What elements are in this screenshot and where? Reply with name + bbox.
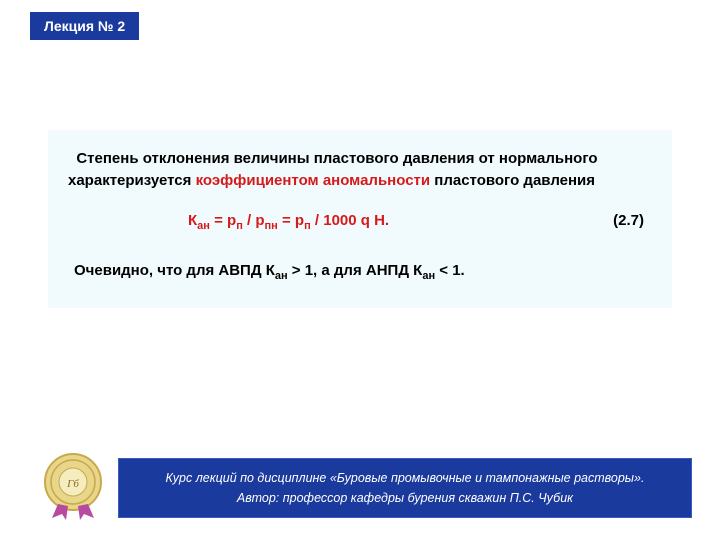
footer-line-2: Автор: профессор кафедры бурения скважин… — [237, 488, 573, 508]
lecture-badge: Лекция № 2 — [30, 12, 139, 40]
formula: Кан = рп / рпн = рп / 1000 q H. — [188, 212, 389, 232]
equation-number: (2.7) — [613, 212, 644, 229]
svg-text:Гб: Гб — [66, 478, 79, 490]
footer: Гб Курс лекций по дисциплине «Буровые пр… — [28, 458, 692, 518]
para1-post: пластового давления — [430, 172, 595, 189]
para1-highlight: коэффициентом аномальности — [196, 172, 431, 189]
paragraph-conclusion: Очевидно, что для АВПД Кан > 1, а для АН… — [68, 260, 652, 285]
footer-bar: Курс лекций по дисциплине «Буровые промы… — [118, 458, 692, 518]
seal-icon: Гб — [28, 450, 118, 520]
paragraph-intro: Степень отклонения величины пластового д… — [68, 148, 652, 192]
content-box: Степень отклонения величины пластового д… — [48, 130, 672, 308]
lecture-badge-label: Лекция № 2 — [44, 18, 125, 34]
formula-row: Кан = рп / рпн = рп / 1000 q H. (2.7) — [68, 212, 652, 232]
footer-line-1: Курс лекций по дисциплине «Буровые промы… — [166, 468, 645, 488]
